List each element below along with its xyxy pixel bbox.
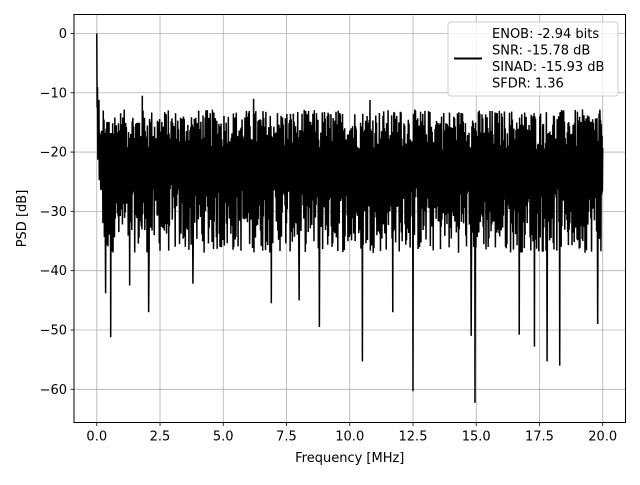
plot-series xyxy=(96,33,604,403)
legend: ENOB: -2.94 bits SNR: -15.78 dB SINAD: -… xyxy=(447,21,619,97)
x-axis-label: Frequency [MHz] xyxy=(295,451,404,466)
y-tick-label: −40 xyxy=(40,264,67,279)
y-tick-label: 0 xyxy=(59,27,67,42)
x-tick-label: 0.0 xyxy=(86,430,107,445)
legend-entry-sinad: SINAD: -15.93 dB xyxy=(492,60,604,75)
legend-entry-sfdr: SFDR: 1.36 xyxy=(492,77,564,92)
y-tick-label: −50 xyxy=(40,323,67,338)
y-tick-label: −10 xyxy=(40,86,67,101)
y-tick-label: −60 xyxy=(40,383,67,398)
y-tick-label: −20 xyxy=(40,146,67,161)
psd-series-line xyxy=(96,33,604,403)
y-axis-ticks: 0 −10 −20 −30 −40 −50 −60 xyxy=(40,27,74,398)
x-tick-label: 5.0 xyxy=(213,430,234,445)
x-tick-label: 2.5 xyxy=(150,430,171,445)
y-tick-label: −30 xyxy=(40,205,67,220)
x-tick-label: 20.0 xyxy=(588,430,617,445)
y-axis-label: PSD [dB] xyxy=(15,190,30,248)
x-tick-label: 17.5 xyxy=(525,430,554,445)
x-tick-label: 15.0 xyxy=(462,430,491,445)
x-tick-label: 7.5 xyxy=(276,430,297,445)
legend-box xyxy=(447,21,619,97)
x-tick-label: 10.0 xyxy=(335,430,364,445)
legend-entry-snr: SNR: -15.78 dB xyxy=(492,44,590,59)
x-axis-ticks: 0.0 2.5 5.0 7.5 10.0 12.5 15.0 17.5 20.0 xyxy=(86,422,617,445)
x-tick-label: 12.5 xyxy=(399,430,428,445)
legend-entry-enob: ENOB: -2.94 bits xyxy=(492,27,599,42)
